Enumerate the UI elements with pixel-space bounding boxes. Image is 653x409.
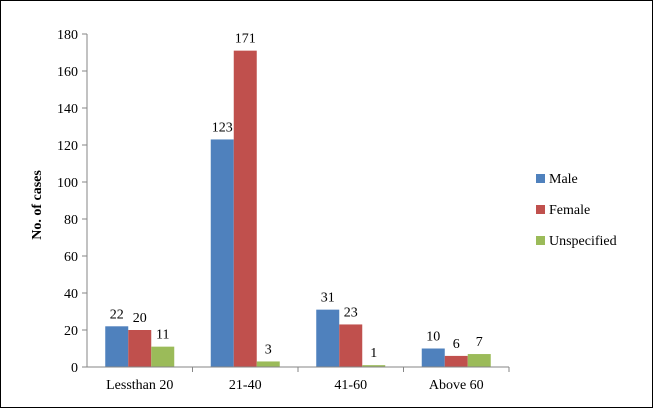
y-tick-label: 40 [64,287,78,302]
data-label: 6 [453,337,460,352]
bar-female-3 [444,355,468,367]
data-label: 171 [235,32,256,47]
x-tick-label: Lessthan 20 [106,378,173,393]
legend-swatch-male [536,174,545,183]
x-tick-label: Above 60 [429,378,484,393]
bar-unspecified-3 [467,354,491,367]
y-tick-label: 20 [64,324,78,339]
legend-label-female: Female [549,203,590,218]
y-tick-label: 60 [64,250,78,265]
bar-unspecified-0 [151,346,175,367]
data-label: 123 [212,120,233,135]
y-tick-label: 0 [71,361,78,376]
data-label: 20 [133,311,147,326]
data-label: 31 [321,291,335,306]
data-label: 23 [344,305,358,320]
bar-female-1 [233,50,257,368]
legend-swatch-unspecified [536,236,545,245]
y-tick-label: 180 [57,28,78,43]
data-label: 7 [476,335,483,350]
data-label: 11 [156,328,169,343]
legend-label-male: Male [549,172,578,187]
bar-female-2 [339,324,363,367]
y-tick-label: 100 [57,176,78,191]
y-tick-label: 160 [57,65,78,80]
y-tick-label: 140 [57,102,78,117]
bar-male-0 [105,326,129,367]
legend-label-unspecified: Unspecified [549,234,617,249]
bar-male-1 [210,139,234,367]
legend-swatch-female [536,205,545,214]
bar-unspecified-1 [256,361,280,367]
data-label: 3 [265,342,272,357]
bar-male-2 [316,309,340,367]
bar-unspecified-2 [362,365,386,367]
x-tick-label: 21-40 [229,378,262,393]
bar-female-0 [128,330,152,367]
bar-male-3 [421,348,445,367]
data-label: 22 [110,307,124,322]
y-tick-label: 80 [64,213,78,228]
y-axis-title: No. of cases [30,170,45,240]
x-tick-label: 41-60 [334,378,367,393]
data-label: 10 [426,330,440,345]
data-label: 1 [370,346,377,361]
y-tick-label: 120 [57,139,78,154]
